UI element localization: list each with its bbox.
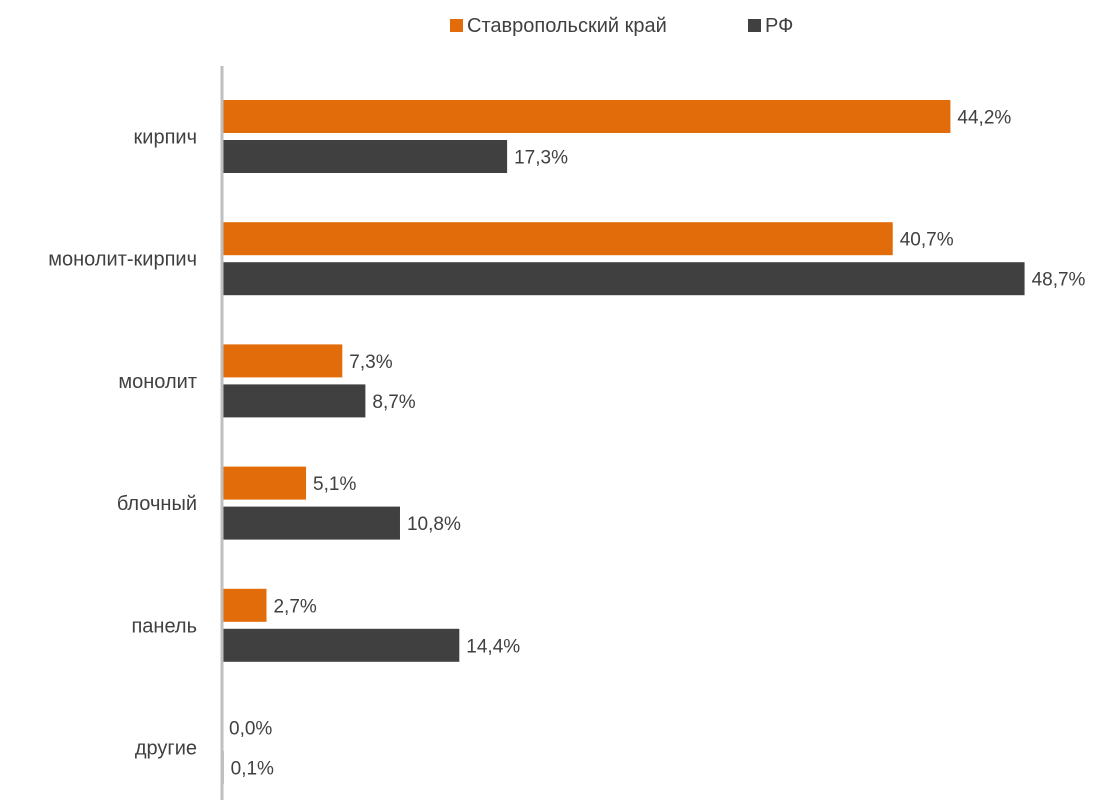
bar (222, 588, 267, 622)
data-label: 0,0% (229, 719, 272, 740)
bar (222, 140, 508, 173)
bar (222, 506, 400, 540)
legend-label: Ставропольский край (467, 15, 667, 37)
data-label: 8,7% (372, 392, 415, 413)
category-label: панель (131, 615, 197, 637)
data-label: 7,3% (349, 352, 392, 373)
category-label: блочный (117, 493, 197, 515)
data-label: 48,7% (1032, 270, 1086, 291)
data-label: 5,1% (313, 474, 356, 495)
data-label: 10,8% (407, 514, 461, 535)
bars (222, 100, 1025, 784)
data-label: 2,7% (273, 596, 316, 617)
legend-swatch (748, 19, 761, 32)
legend: Ставропольский край РФ (450, 15, 793, 37)
legend-swatch (450, 19, 463, 32)
bar (222, 628, 460, 662)
legend-label: РФ (765, 15, 793, 37)
data-label: 14,4% (466, 636, 520, 657)
bar (222, 466, 307, 500)
bar (222, 222, 893, 256)
data-label: 44,2% (957, 108, 1011, 129)
data-label: 0,1% (231, 759, 274, 780)
data-label: 40,7% (900, 230, 954, 251)
category-label: монолит-кирпич (48, 249, 197, 271)
value-labels: 44,2% 17,3% 40,7% 48,7% 7,3% 8,7% 5,1% 10,8% 2,7… (229, 108, 1086, 780)
data-label: 17,3% (514, 148, 568, 169)
category-label: монолит (118, 371, 197, 393)
bar (222, 384, 366, 418)
category-labels: кирпич монолит-кирпич монолит блочный панель… (48, 127, 197, 760)
bar (222, 262, 1025, 296)
category-label: другие (135, 738, 197, 760)
category-label: кирпич (134, 127, 197, 149)
bar (222, 344, 343, 378)
bar (222, 100, 951, 133)
